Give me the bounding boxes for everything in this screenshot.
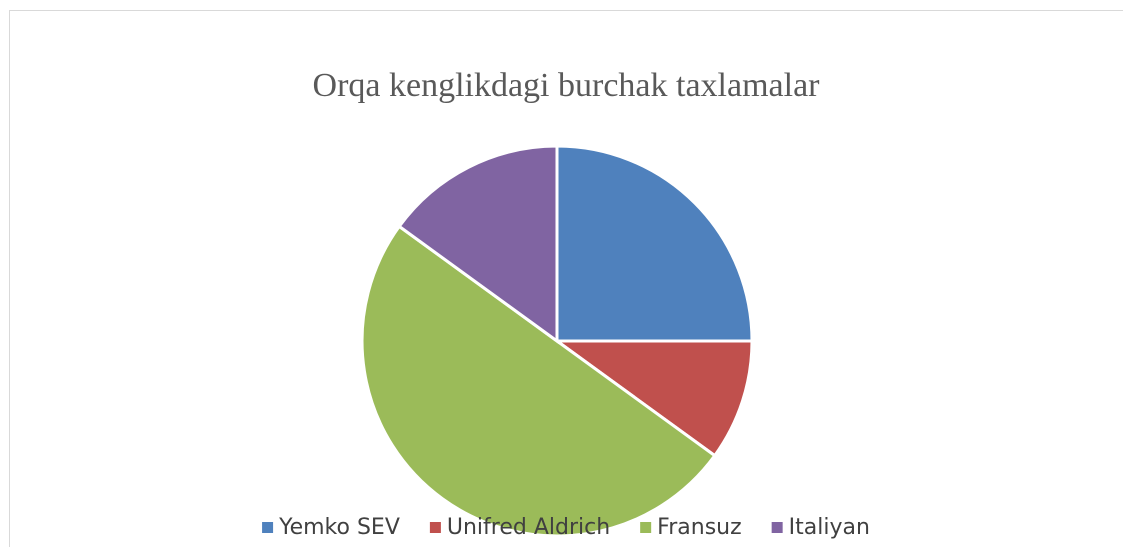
- slice: [555, 144, 754, 343]
- slice: [552, 339, 754, 458]
- legend-swatch: [771, 522, 783, 533]
- legend: Yemko SEV Unifred Aldrich Fransuz Italiyan: [262, 515, 870, 540]
- legend-label: Yemko SEV: [278, 515, 400, 540]
- legend-swatch: [640, 522, 652, 533]
- legend-swatch: [429, 522, 441, 533]
- legend-swatch: [262, 522, 274, 533]
- legend-label: Unifred Aldrich: [447, 515, 610, 540]
- chart-title: Orqa kenglikdagi burchak taxlamalar: [313, 67, 821, 104]
- slice: [360, 224, 717, 538]
- legend-label: Fransuz: [657, 515, 741, 540]
- slice: [397, 144, 559, 344]
- pie: [360, 144, 754, 538]
- legend-label: Italiyan: [789, 515, 870, 540]
